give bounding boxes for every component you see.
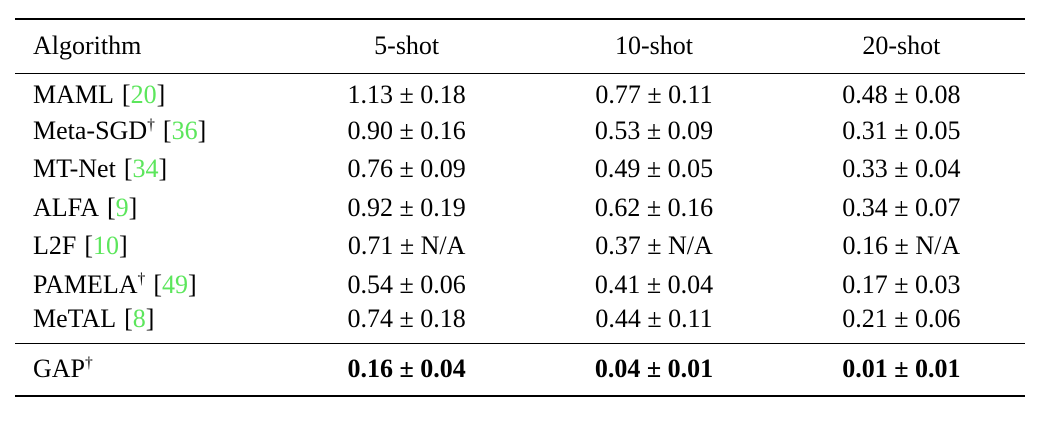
citation-link[interactable]: [10] [84, 231, 127, 260]
algorithm-name: Meta-SGD [33, 115, 148, 145]
column-header-20-shot: 20-shot [862, 31, 941, 61]
dagger-icon: † [147, 116, 155, 134]
column-header-algorithm: Algorithm [33, 31, 142, 61]
value-cell-20-shot: 0.17 ± 0.03 [842, 269, 961, 299]
citation-bracket-open: [ [124, 304, 133, 333]
table-header: Algorithm 5-shot 10-shot 20-shot [15, 19, 1025, 73]
value-cell-5-shot: 0.90 ± 0.16 [347, 115, 466, 145]
value-cell-10-shot: 0.37 ± N/A [595, 231, 713, 261]
value-cell-10-shot: 0.41 ± 0.04 [594, 269, 714, 299]
citation-link[interactable]: [36] [163, 116, 206, 145]
algorithm-name: MAML [33, 80, 114, 109]
algorithm-name: L2F [33, 231, 77, 261]
citation-bracket-open: [ [84, 231, 94, 261]
table-row: MAML [20] 1.13 ± 0.18 0.77 ± 0.11 0.48 ± 0.0… [15, 73, 1025, 112]
value-cell-10-shot: 0.62 ± 0.16 [594, 192, 714, 222]
citation-number[interactable]: 10 [93, 231, 120, 261]
citation-number[interactable]: 20 [130, 80, 157, 109]
value-cell-10-shot: 0.44 ± 0.11 [595, 304, 713, 333]
citation-bracket-open: [ [162, 115, 172, 145]
value-cell-10-shot: 0.53 ± 0.09 [594, 115, 714, 145]
algorithm-name: MT-Net [33, 154, 116, 184]
value-cell-20-shot: 0.01 ± 0.01 [842, 354, 961, 384]
citation-number[interactable]: 34 [132, 154, 159, 184]
citation-number[interactable]: 8 [132, 304, 146, 333]
table-row: L2F [10] 0.71 ± N/A 0.37 ± N/A 0.16 ± N/A [15, 227, 1025, 266]
algorithm-name-cell: Meta-SGD† [36] [15, 112, 283, 151]
citation-link[interactable]: [49] [153, 270, 196, 299]
column-header-5-shot: 5-shot [374, 31, 440, 61]
value-cell-5-shot: 0.92 ± 0.19 [347, 192, 466, 222]
summary-row: GAP† 0.16 ± 0.04 0.04 ± 0.01 0.01 ± 0.01 [15, 343, 1025, 396]
citation-link[interactable]: [20] [122, 80, 165, 109]
table-row: Meta-SGD† [36] 0.90 ± 0.16 0.53 ± 0.09 0.31 … [15, 112, 1025, 151]
value-cell-5-shot: 0.16 ± 0.04 [347, 354, 466, 384]
algorithm-name: PAMELA [33, 269, 138, 299]
value-cell-20-shot: 0.16 ± N/A [842, 231, 961, 261]
citation-number[interactable]: 49 [161, 269, 188, 299]
citation-bracket-close: ] [156, 80, 166, 109]
citation-link[interactable]: [8] [124, 304, 154, 333]
value-cell-10-shot: 0.49 ± 0.05 [594, 154, 714, 184]
citation-bracket-open: [ [123, 154, 133, 184]
value-cell-5-shot: 0.76 ± 0.09 [347, 154, 466, 184]
value-cell-20-shot: 0.34 ± 0.07 [842, 192, 961, 222]
table-row: MeTAL [8] 0.74 ± 0.18 0.44 ± 0.11 0.21 ± 0.0… [15, 304, 1025, 344]
algorithm-name-cell: GAP† [15, 344, 283, 396]
algorithm-name: GAP [33, 354, 86, 384]
citation-bracket-open: [ [106, 192, 116, 222]
value-cell-5-shot: 0.71 ± N/A [347, 231, 466, 261]
page: { "colors": { "citation_green": "#5ce65c… [0, 18, 1042, 432]
citation-link[interactable]: [34] [124, 154, 167, 183]
algorithm-name-cell: MAML [20] [15, 73, 283, 112]
column-header-10-shot: 10-shot [614, 31, 693, 61]
citation-bracket-close: ] [158, 154, 168, 184]
table-footer: GAP† 0.16 ± 0.04 0.04 ± 0.01 0.01 ± 0.01 [15, 343, 1025, 396]
algorithm-name: ALFA [33, 192, 99, 222]
header-row: Algorithm 5-shot 10-shot 20-shot [15, 19, 1025, 73]
value-cell-20-shot: 0.21 ± 0.06 [842, 304, 961, 333]
value-cell-5-shot: 0.54 ± 0.06 [347, 269, 466, 299]
algorithm-name-cell: PAMELA† [49] [15, 266, 283, 305]
citation-bracket-close: ] [145, 304, 155, 333]
citation-bracket-close: ] [187, 269, 197, 299]
algorithm-name-cell: ALFA [9] [15, 189, 283, 228]
citation-bracket-close: ] [119, 231, 128, 261]
value-cell-10-shot: 0.77 ± 0.11 [595, 80, 713, 109]
citation-number[interactable]: 36 [171, 115, 198, 145]
value-cell-5-shot: 0.74 ± 0.18 [347, 304, 466, 333]
dagger-icon: † [85, 354, 93, 372]
results-table: Algorithm 5-shot 10-shot 20-shot MAML [20… [15, 18, 1025, 397]
citation-bracket-open: [ [153, 269, 162, 299]
value-cell-20-shot: 0.33 ± 0.04 [842, 154, 961, 184]
value-cell-5-shot: 1.13 ± 0.18 [347, 80, 466, 109]
citation-bracket-open: [ [121, 80, 131, 109]
algorithm-name-cell: MeTAL [8] [15, 304, 283, 344]
table-body: MAML [20] 1.13 ± 0.18 0.77 ± 0.11 0.48 ± 0.0… [15, 73, 1025, 344]
citation-number[interactable]: 9 [115, 192, 129, 222]
algorithm-name-cell: L2F [10] [15, 227, 283, 266]
value-cell-20-shot: 0.48 ± 0.08 [842, 80, 961, 109]
algorithm-name: MeTAL [33, 304, 117, 333]
citation-link[interactable]: [9] [107, 193, 137, 222]
table-row: ALFA [9] 0.92 ± 0.19 0.62 ± 0.16 0.34 ± 0.07 [15, 189, 1025, 228]
value-cell-10-shot: 0.04 ± 0.01 [594, 354, 714, 384]
value-cell-20-shot: 0.31 ± 0.05 [842, 115, 961, 145]
citation-bracket-close: ] [128, 192, 138, 222]
table-row: MT-Net [34] 0.76 ± 0.09 0.49 ± 0.05 0.33 ± 0… [15, 150, 1025, 189]
dagger-icon: † [137, 270, 146, 288]
table-row: PAMELA† [49] 0.54 ± 0.06 0.41 ± 0.04 0.17 ± … [15, 266, 1025, 305]
citation-bracket-close: ] [197, 115, 207, 145]
algorithm-name-cell: MT-Net [34] [15, 150, 283, 189]
